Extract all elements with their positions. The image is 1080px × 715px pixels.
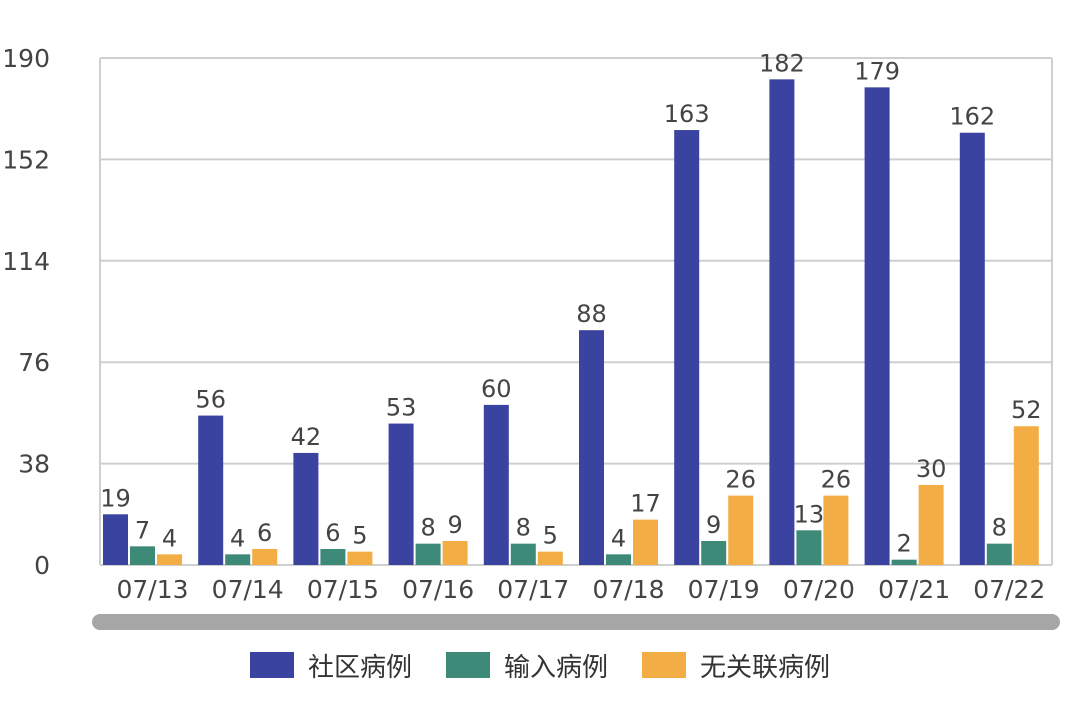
- y-tick-label: 114: [2, 247, 50, 276]
- bar-community-07-20[interactable]: [769, 79, 795, 566]
- x-tick-label: 07/20: [783, 575, 855, 604]
- bar-imported-07-20[interactable]: [796, 530, 822, 565]
- data-label-unlinked: 26: [725, 466, 756, 494]
- bar-imported-07-18[interactable]: [606, 554, 631, 565]
- bar-unlinked-07-18[interactable]: [633, 519, 658, 565]
- legend-item-community[interactable]: 社区病例: [249, 647, 412, 684]
- data-label-community: 60: [481, 375, 512, 403]
- bar-imported-07-13[interactable]: [130, 546, 155, 565]
- data-label-imported: 2: [896, 530, 911, 558]
- bar-unlinked-07-20[interactable]: [823, 495, 849, 565]
- legend-item-unlinked[interactable]: 无关联病例: [642, 647, 830, 684]
- x-tick-label: 07/16: [402, 575, 474, 604]
- x-tick-label: 07/21: [878, 575, 950, 604]
- x-tick-label: 07/15: [307, 575, 379, 604]
- bar-community-07-15[interactable]: [293, 452, 319, 565]
- x-tick-label: 07/17: [497, 575, 569, 604]
- data-label-imported: 6: [325, 519, 340, 547]
- bar-imported-07-21[interactable]: [891, 559, 917, 565]
- bar-unlinked-07-17[interactable]: [537, 551, 563, 565]
- data-label-unlinked: 52: [1011, 396, 1042, 424]
- y-tick-label: 0: [34, 551, 50, 580]
- bar-community-07-19[interactable]: [674, 130, 700, 565]
- data-label-community: 56: [195, 386, 226, 414]
- bar-imported-07-17[interactable]: [510, 543, 536, 565]
- bar-unlinked-07-21[interactable]: [918, 484, 944, 565]
- x-tick-label: 07/14: [212, 575, 284, 604]
- y-tick-label: 76: [18, 348, 50, 377]
- data-label-imported: 7: [135, 516, 150, 544]
- bar-unlinked-07-15[interactable]: [347, 551, 373, 565]
- bar-imported-07-14[interactable]: [225, 554, 251, 565]
- data-label-imported: 8: [992, 514, 1007, 542]
- x-tick-label: 07/13: [116, 575, 188, 604]
- y-tick-label: 38: [18, 450, 50, 479]
- bar-unlinked-07-14[interactable]: [252, 548, 278, 565]
- y-tick-label: 152: [2, 145, 50, 174]
- bar-community-07-13[interactable]: [103, 514, 128, 565]
- data-label-unlinked: 5: [543, 522, 558, 550]
- data-label-community: 182: [759, 49, 805, 77]
- bar-unlinked-07-19[interactable]: [728, 495, 754, 565]
- data-label-imported: 4: [230, 524, 245, 552]
- data-label-unlinked: 9: [447, 511, 462, 539]
- legend-label-unlinked: 无关联病例: [700, 652, 831, 683]
- data-label-community: 162: [949, 103, 995, 131]
- x-tick-label: 07/22: [973, 575, 1045, 604]
- legend: 社区病例 输入病例 无关联病例: [0, 640, 1080, 690]
- data-label-community: 179: [854, 57, 900, 85]
- bar-community-07-14[interactable]: [198, 415, 224, 565]
- bar-community-07-22[interactable]: [959, 132, 985, 565]
- data-label-community: 42: [291, 423, 322, 451]
- bar-community-07-21[interactable]: [864, 87, 890, 565]
- bar-imported-07-16[interactable]: [415, 543, 441, 565]
- legend-swatch-community: [249, 652, 294, 678]
- data-label-community: 19: [100, 484, 131, 512]
- data-label-imported: 8: [420, 514, 435, 542]
- data-label-unlinked: 4: [162, 524, 177, 552]
- legend-label-community: 社区病例: [307, 652, 412, 683]
- data-label-imported: 9: [706, 511, 721, 539]
- data-label-unlinked: 17: [630, 490, 661, 518]
- bar-community-07-17[interactable]: [483, 404, 509, 565]
- bar-imported-07-15[interactable]: [320, 548, 346, 565]
- legend-swatch-unlinked: [642, 652, 686, 678]
- x-tick-label: 07/19: [688, 575, 760, 604]
- x-tick-label: 07/18: [592, 575, 664, 604]
- legend-swatch-imported: [445, 652, 490, 678]
- bar-imported-07-19[interactable]: [701, 540, 727, 565]
- data-label-community: 53: [386, 394, 417, 422]
- bar-unlinked-07-22[interactable]: [1013, 426, 1039, 565]
- y-tick-label: 190: [2, 44, 50, 73]
- data-label-community: 88: [576, 300, 607, 328]
- data-label-unlinked: 5: [352, 522, 367, 550]
- bar-community-07-16[interactable]: [388, 423, 414, 565]
- bar-unlinked-07-16[interactable]: [442, 540, 468, 565]
- data-label-imported: 8: [516, 514, 531, 542]
- bar-imported-07-22[interactable]: [986, 543, 1012, 565]
- data-label-unlinked: 26: [821, 466, 852, 494]
- data-label-community: 163: [664, 100, 710, 128]
- data-label-unlinked: 6: [257, 519, 272, 547]
- legend-item-imported[interactable]: 输入病例: [445, 647, 608, 684]
- data-label-imported: 4: [611, 524, 626, 552]
- bars-layer: [103, 79, 1039, 566]
- data-label-unlinked: 30: [916, 455, 947, 483]
- bar-community-07-18[interactable]: [579, 330, 604, 565]
- data-label-imported: 13: [794, 500, 825, 528]
- bar-unlinked-07-13[interactable]: [157, 554, 182, 565]
- legend-label-imported: 输入病例: [503, 652, 608, 683]
- horizontal-scrollbar[interactable]: [92, 614, 1060, 630]
